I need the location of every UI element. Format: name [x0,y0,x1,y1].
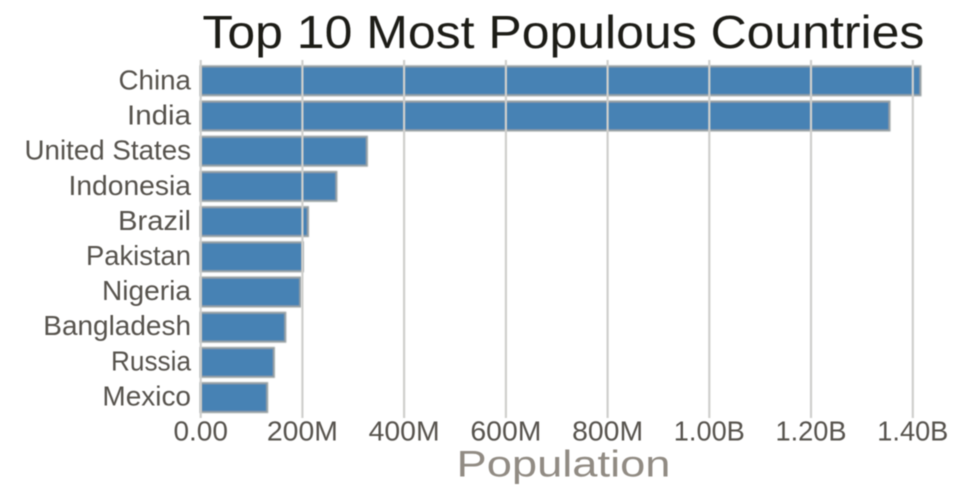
svg-text:Brazil: Brazil [118,205,191,236]
svg-text:Top 10 Most Populous Countries: Top 10 Most Populous Countries [202,6,924,58]
svg-text:1.40B: 1.40B [877,416,948,447]
svg-text:0.00: 0.00 [173,416,228,447]
svg-text:1.00B: 1.00B [674,416,745,447]
svg-text:United States: United States [25,135,192,166]
svg-text:1.20B: 1.20B [776,416,847,447]
svg-text:Bangladesh: Bangladesh [43,310,191,341]
svg-text:Mexico: Mexico [102,380,191,411]
svg-text:Indonesia: Indonesia [69,170,192,201]
svg-text:800M: 800M [572,416,643,447]
svg-text:Population: Population [457,444,671,485]
svg-text:Russia: Russia [111,345,191,376]
svg-text:400M: 400M [369,416,440,447]
svg-text:China: China [119,65,192,96]
svg-text:Pakistan: Pakistan [86,240,191,271]
svg-text:600M: 600M [470,416,541,447]
svg-text:Nigeria: Nigeria [102,275,191,306]
svg-text:200M: 200M [267,416,338,447]
svg-text:India: India [127,100,191,131]
